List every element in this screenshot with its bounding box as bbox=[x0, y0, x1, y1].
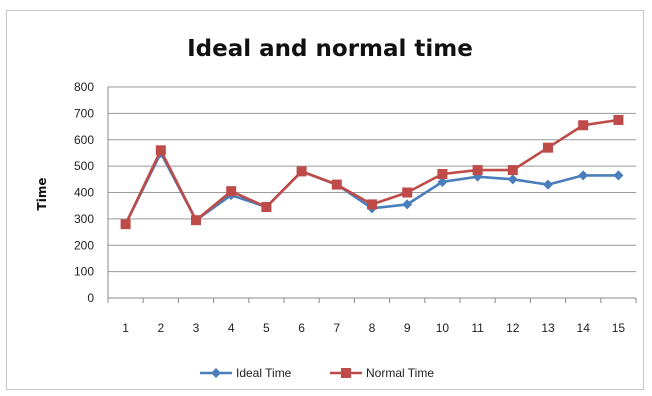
point-normal-time-7 bbox=[331, 179, 342, 190]
point-ideal-time-14 bbox=[578, 170, 589, 181]
y-tick-label-0: 0 bbox=[87, 291, 94, 305]
x-tick-label-8: 8 bbox=[369, 321, 376, 335]
y-tick-label-600: 600 bbox=[74, 133, 94, 147]
series-layer bbox=[120, 114, 624, 230]
x-tick-label-3: 3 bbox=[193, 321, 200, 335]
legend-marker-normal-time bbox=[341, 368, 351, 378]
y-tick-label-200: 200 bbox=[74, 238, 94, 252]
point-normal-time-4 bbox=[226, 186, 237, 197]
x-tick-label-15: 15 bbox=[612, 321, 626, 335]
x-axis-ticks: 1 2 3 4 5 6 7 8 9 10 11 12 13 14 15 bbox=[107, 298, 637, 335]
x-tick-label-1: 1 bbox=[122, 321, 129, 335]
point-normal-time-1 bbox=[120, 219, 131, 230]
point-normal-time-12 bbox=[507, 165, 518, 176]
legend: Ideal Time Normal Time bbox=[200, 366, 434, 380]
x-tick-label-9: 9 bbox=[404, 321, 411, 335]
point-normal-time-8 bbox=[367, 199, 377, 210]
y-tick-label-500: 500 bbox=[74, 159, 94, 173]
point-normal-time-15 bbox=[613, 114, 624, 125]
gridlines bbox=[107, 86, 636, 299]
x-tick-label-4: 4 bbox=[228, 321, 235, 335]
x-tick-label-6: 6 bbox=[298, 321, 305, 335]
legend-item-normal-time: Normal Time bbox=[330, 366, 434, 380]
x-tick-label-14: 14 bbox=[577, 321, 591, 335]
point-normal-time-14 bbox=[578, 120, 589, 131]
y-tick-label-300: 300 bbox=[74, 212, 94, 226]
point-normal-time-2 bbox=[155, 145, 166, 156]
chart-frame bbox=[6, 10, 644, 390]
point-ideal-time-10 bbox=[437, 176, 448, 187]
point-ideal-time-9 bbox=[402, 199, 413, 210]
point-normal-time-13 bbox=[543, 142, 553, 153]
x-tick-label-13: 13 bbox=[541, 321, 555, 335]
x-tick-label-5: 5 bbox=[263, 321, 270, 335]
x-tick-label-12: 12 bbox=[506, 321, 520, 335]
y-tick-label-100: 100 bbox=[74, 265, 94, 279]
point-normal-time-11 bbox=[472, 165, 483, 176]
series-line-ideal-time bbox=[124, 151, 619, 225]
point-normal-time-3 bbox=[191, 215, 201, 226]
point-ideal-time-12 bbox=[507, 174, 518, 185]
y-tick-label-400: 400 bbox=[74, 186, 94, 200]
y-axis-label: Time bbox=[35, 178, 49, 211]
y-tick-label-800: 800 bbox=[74, 80, 94, 94]
x-tick-label-7: 7 bbox=[333, 321, 340, 335]
legend-item-ideal-time: Ideal Time bbox=[200, 366, 292, 380]
point-ideal-time-13 bbox=[543, 179, 553, 190]
x-tick-label-2: 2 bbox=[157, 321, 164, 335]
legend-marker-ideal-time bbox=[211, 368, 221, 378]
point-normal-time-5 bbox=[261, 202, 272, 213]
point-normal-time-10 bbox=[437, 169, 448, 180]
series-normal-time bbox=[120, 114, 624, 230]
legend-label-ideal-time: Ideal Time bbox=[236, 366, 292, 380]
point-ideal-time-15 bbox=[613, 170, 624, 181]
point-normal-time-9 bbox=[402, 187, 413, 198]
x-tick-label-11: 11 bbox=[471, 321, 484, 335]
legend-label-normal-time: Normal Time bbox=[366, 366, 434, 380]
chart-title: Ideal and normal time bbox=[187, 36, 473, 62]
y-tick-label-700: 700 bbox=[74, 106, 94, 120]
point-normal-time-6 bbox=[296, 166, 307, 177]
x-tick-label-10: 10 bbox=[436, 321, 450, 335]
y-axis-ticks: 0 100 200 300 400 500 600 700 800 bbox=[74, 80, 94, 305]
